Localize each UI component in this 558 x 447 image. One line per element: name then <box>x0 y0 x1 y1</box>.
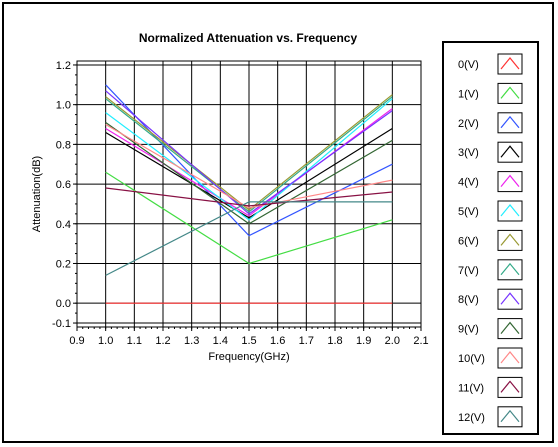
x-axis-label: Frequency(GHz) <box>208 351 289 363</box>
x-tick-label: 1.1 <box>127 335 142 347</box>
legend-line-icon <box>500 409 520 423</box>
legend-line-icon <box>500 57 520 70</box>
legend-label: 2(V) <box>458 118 479 130</box>
series-line-12v <box>105 201 393 276</box>
x-tick-label: 2.1 <box>413 335 428 347</box>
legend-label: 4(V) <box>458 177 479 189</box>
chart: Normalized Attenuation vs. Frequency 0.9… <box>31 31 539 435</box>
legend-swatch <box>497 141 523 163</box>
legend-swatch <box>497 376 523 398</box>
legend-line-icon <box>500 174 520 187</box>
y-tick-label: -0.1 <box>52 318 71 330</box>
y-tick-label: 1.0 <box>56 100 71 112</box>
legend-label: 9(V) <box>458 324 479 336</box>
legend-swatch <box>497 259 523 281</box>
y-tick-label: 0.4 <box>56 219 71 231</box>
x-tick-label: 1.8 <box>327 335 342 347</box>
legend-line-icon <box>500 351 520 364</box>
x-tick-label: 1.2 <box>155 335 170 347</box>
series-line-10v <box>105 123 393 209</box>
legend-swatch <box>497 229 523 251</box>
x-tick-label: 1.7 <box>299 335 314 347</box>
legend-label: 8(V) <box>458 294 479 306</box>
legend-line-icon <box>500 86 520 99</box>
x-tick-label: 1.4 <box>213 335 228 347</box>
legend-label: 6(V) <box>458 235 479 247</box>
series-line-8v <box>105 90 393 215</box>
x-tick-label: 1.9 <box>356 335 371 347</box>
legend-label: 10(V) <box>458 353 485 365</box>
y-axis-label: Attenuation(dB) <box>31 156 43 232</box>
series-line-9v <box>105 122 393 225</box>
x-tick-label: 1.6 <box>270 335 285 347</box>
legend-label: 0(V) <box>458 59 479 71</box>
legend-swatch <box>497 112 523 134</box>
chart-title: Normalized Attenuation vs. Frequency <box>139 31 358 45</box>
x-tick-label: 1.0 <box>98 335 113 347</box>
legend-swatch <box>497 171 523 193</box>
y-tick-label: 1.2 <box>56 60 71 72</box>
legend-line-icon <box>500 380 520 393</box>
series-line-1v <box>105 171 393 265</box>
legend-line-icon <box>500 292 520 305</box>
y-tick-label: 0.8 <box>56 139 71 151</box>
legend-line-icon <box>500 262 520 276</box>
y-tick-label: 0.0 <box>56 298 71 310</box>
chart-frame: Normalized Attenuation vs. Frequency 0.9… <box>2 2 554 443</box>
series-line-3v <box>105 127 393 219</box>
legend-swatch <box>497 406 523 428</box>
y-tick-label: 0.2 <box>56 258 71 270</box>
legend-label: 3(V) <box>458 147 479 159</box>
series-line-11v <box>105 187 393 207</box>
x-tick-label: 0.9 <box>69 335 84 347</box>
x-tick-label: 1.3 <box>184 335 199 347</box>
legend-label: 11(V) <box>458 382 484 394</box>
legend-line-icon <box>500 233 520 246</box>
series-line-5v <box>105 98 393 221</box>
legend-swatch <box>497 288 523 310</box>
x-tick-label: 2.0 <box>385 335 400 347</box>
legend-line-icon <box>500 145 520 158</box>
y-tick-label: 0.6 <box>56 179 71 191</box>
series-line-6v <box>105 94 393 211</box>
legend-line-icon <box>500 204 520 217</box>
legend-swatch <box>497 347 523 369</box>
legend-line-icon <box>500 115 520 129</box>
legend-swatch <box>497 53 523 75</box>
legend-line-icon <box>500 321 520 334</box>
x-tick-label: 1.5 <box>241 335 256 347</box>
legend-label: 12(V) <box>458 412 485 424</box>
legend-swatch <box>497 200 523 222</box>
legend-label: 5(V) <box>458 206 479 218</box>
legend-swatch <box>497 318 523 340</box>
legend-label: 7(V) <box>458 265 479 277</box>
legend-swatch <box>497 82 523 104</box>
legend-label: 1(V) <box>458 88 479 100</box>
series-line-7v <box>105 96 393 213</box>
